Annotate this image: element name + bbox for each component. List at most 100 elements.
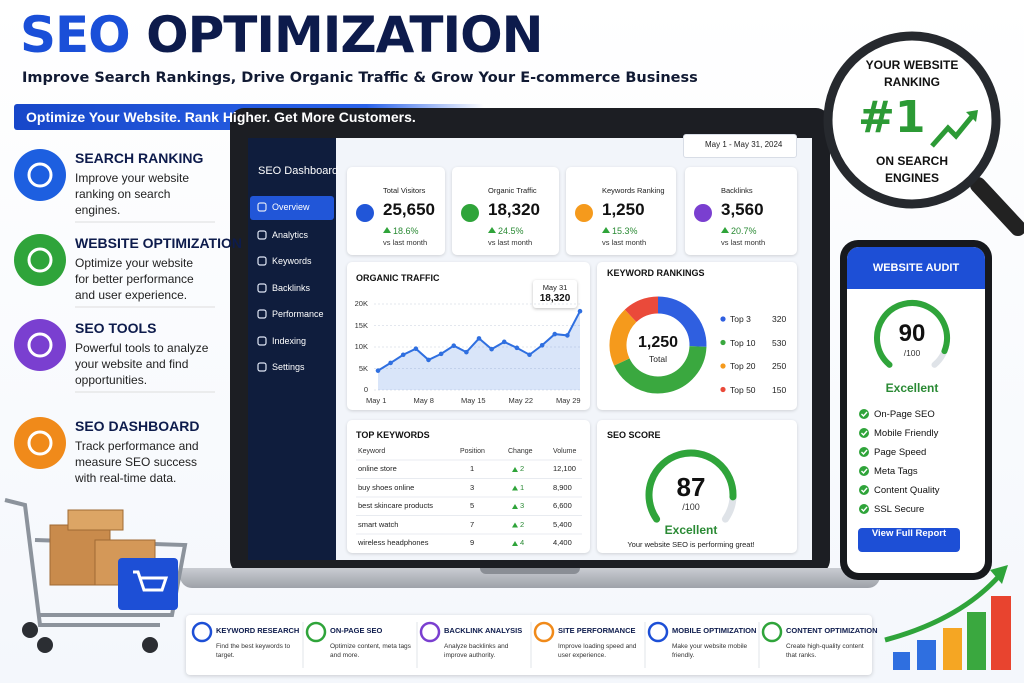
menu-item[interactable]: Keywords <box>272 256 312 266</box>
stat-up-arrow <box>383 227 391 233</box>
donut-segment <box>614 345 707 394</box>
table-header: Position <box>460 448 485 455</box>
table-cell: 2 <box>520 519 525 529</box>
donut-total: 1,250 <box>637 334 679 351</box>
gauge-value <box>645 449 737 523</box>
table-cell: 5,400 <box>553 519 572 529</box>
score-max: /100 <box>682 502 700 512</box>
check-icon <box>859 409 869 419</box>
check-mark <box>861 468 868 475</box>
check-icon <box>859 428 869 438</box>
table-cell: 8,900 <box>553 482 572 492</box>
check-icon <box>859 447 869 457</box>
feature-title: SEARCH RANKING <box>75 150 204 166</box>
change-arrow <box>512 467 518 472</box>
chart-title: ORGANIC TRAFFIC <box>356 273 440 283</box>
feature-description: Improve your website ranking on search e… <box>75 171 190 217</box>
check-icon <box>859 466 869 476</box>
audit-title: WEBSITE AUDIT <box>872 262 960 274</box>
menu-icon <box>257 230 267 240</box>
stat-icon <box>461 204 479 222</box>
table-header: Volume <box>553 448 577 455</box>
check-label: SSL Secure <box>874 504 925 515</box>
table-cell: buy shoes online <box>358 482 415 492</box>
stat-value: 18,320 <box>488 200 540 219</box>
laptop-notch <box>480 568 580 574</box>
stat-note: vs last month <box>488 238 533 247</box>
table-cell: 4,400 <box>553 538 572 547</box>
audit-score: 90 <box>898 320 926 347</box>
x-tick-label: May 1 <box>366 396 387 405</box>
services-strip <box>186 615 872 675</box>
menu-item[interactable]: Performance <box>272 309 324 319</box>
legend-swatch <box>720 316 726 322</box>
table-cell: 3 <box>470 482 475 492</box>
legend-swatch <box>720 339 726 346</box>
y-tick-label: 20K <box>354 299 368 308</box>
menu-item[interactable]: Backlinks <box>272 283 311 293</box>
date-picker[interactable] <box>683 134 797 158</box>
feature-title: WEBSITE OPTIMIZATION <box>75 235 242 251</box>
cart-wheel <box>37 637 53 653</box>
badge-arrow-head <box>966 110 978 122</box>
feature-icon <box>14 417 66 469</box>
table-header: Keyword <box>358 448 386 455</box>
legend-value: 530 <box>772 337 787 348</box>
table-cell: 12,100 <box>553 464 576 473</box>
x-tick-label: May 15 <box>461 396 486 405</box>
badge-arrow <box>930 112 976 148</box>
stat-icon <box>356 204 374 222</box>
service-description: Optimize content, meta tags and more. <box>330 643 411 659</box>
audit-gauge-value <box>874 300 950 368</box>
table-cell: 1 <box>520 482 525 492</box>
badge-text: RANKING <box>884 75 940 89</box>
traffic-point <box>552 331 558 337</box>
legend-label: Top 20 <box>730 361 756 371</box>
subtitle: Improve Search Rankings, Drive Organic T… <box>22 70 698 86</box>
magnifier-handle <box>970 177 1024 236</box>
stat-change: 18.6% <box>393 226 419 236</box>
menu-item[interactable]: Indexing <box>272 336 307 346</box>
feature-icon-inner <box>27 332 53 358</box>
traffic-point <box>501 339 507 345</box>
growth-arrow-head <box>990 565 1008 584</box>
stat-note: vs last month <box>383 238 428 247</box>
stat-label: Total Visitors <box>383 186 426 195</box>
table-cell: 9 <box>470 538 475 547</box>
check-label: Content Quality <box>874 485 940 496</box>
stat-value: 3,560 <box>721 200 764 219</box>
y-tick-label: 5K <box>358 363 368 373</box>
donut-segment <box>609 309 637 366</box>
stat-note: vs last month <box>721 238 766 247</box>
check-icon <box>859 504 869 514</box>
x-tick-label: May 22 <box>508 396 534 405</box>
menu-item[interactable]: Overview <box>272 202 310 212</box>
traffic-point <box>476 336 482 341</box>
stat-change: 20.7% <box>731 226 757 236</box>
traffic-point <box>527 352 532 358</box>
check-label: Meta Tags <box>874 466 918 477</box>
audit-button[interactable]: View Full Report <box>858 528 960 552</box>
dashboard-title: SEO Dashboard <box>258 165 339 177</box>
area <box>378 311 580 390</box>
menu-item[interactable]: Analytics <box>272 230 309 240</box>
legend-label: Top 3 <box>730 314 751 324</box>
menu-item[interactable]: Settings <box>272 362 305 372</box>
service-title: ON-PAGE SEO <box>330 626 383 635</box>
stat-label: Backlinks <box>721 186 753 195</box>
y-tick-label: 10K <box>354 342 368 351</box>
service-title: BACKLINK ANALYSIS <box>444 626 523 635</box>
traffic-point <box>426 357 431 363</box>
growth-bar <box>893 652 910 670</box>
change-arrow <box>512 522 518 528</box>
legend-value: 150 <box>772 384 787 395</box>
stat-up-arrow <box>721 227 729 233</box>
badge-rank: #1 <box>858 92 926 143</box>
change-arrow <box>512 504 518 509</box>
legend-label: Top 50 <box>730 384 756 395</box>
traffic-point <box>400 352 406 358</box>
feature-description: Powerful tools to analyze your website a… <box>75 341 209 387</box>
donut-caption: Total <box>649 354 667 364</box>
